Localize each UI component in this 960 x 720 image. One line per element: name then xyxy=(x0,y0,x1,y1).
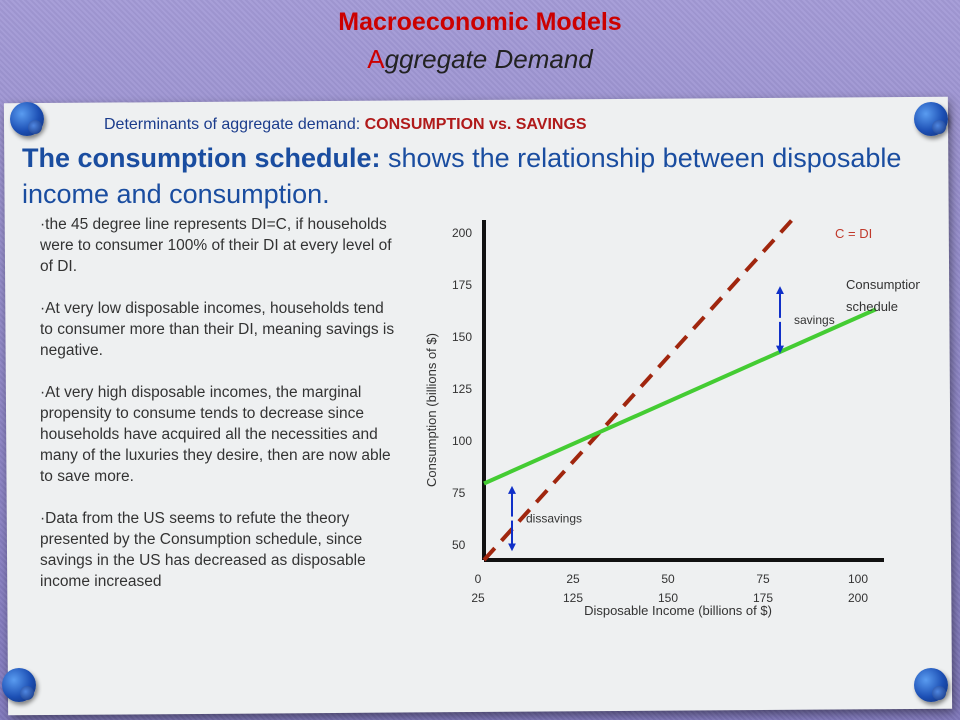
x-tick-label: 125 xyxy=(563,591,583,605)
y-tick-label: 200 xyxy=(452,226,472,240)
slide-title-area: Macroeconomic Models Aggregate Demand xyxy=(0,0,960,90)
x-tick-label: 0 xyxy=(475,572,482,586)
x-tick-label: 175 xyxy=(753,591,773,605)
headline-bold: The consumption schedule: xyxy=(22,143,381,173)
determinants-line: Determinants of aggregate demand: CONSUM… xyxy=(104,116,587,134)
annotation-label: dissavings xyxy=(526,512,582,526)
y-axis-label: Consumption (billions of $) xyxy=(424,333,439,487)
y-tick-label: 50 xyxy=(452,538,466,552)
bullet-item: ·Data from the US seems to refute the th… xyxy=(40,510,366,590)
pushpin-icon xyxy=(10,102,44,136)
line-45-degree xyxy=(482,218,794,562)
consumption-label: schedule xyxy=(846,299,898,314)
bullet-item: ·At very high disposable incomes, the ma… xyxy=(40,384,391,485)
consumption-chart: 50 75 100 125 150 175 200 0 25 50 75 100 25 125 150 175… xyxy=(424,218,920,618)
headline: The consumption schedule: shows the rela… xyxy=(22,140,922,212)
slide-subtitle: Aggregate Demand xyxy=(0,44,960,75)
x-tick-label: 25 xyxy=(566,572,580,586)
x-tick-label: 100 xyxy=(848,572,868,586)
consumption-label: Consumption xyxy=(846,277,920,292)
pushpin-icon xyxy=(914,102,948,136)
y-tick-label: 75 xyxy=(452,486,466,500)
line45-label: C = DI xyxy=(835,226,872,241)
determinants-prefix: Determinants of aggregate demand: xyxy=(104,116,365,133)
bullet-item: ·At very low disposable incomes, househo… xyxy=(40,300,395,359)
y-tick-label: 125 xyxy=(452,382,472,396)
bullet-item: ·the 45 degree line represents DI=C, if … xyxy=(40,216,392,275)
subtitle-first-letter: A xyxy=(367,44,385,74)
consumption-schedule-line xyxy=(483,307,877,486)
x-tick-label: 75 xyxy=(756,572,770,586)
x-tick-label: 25 xyxy=(471,591,485,605)
y-tick-label: 100 xyxy=(452,434,472,448)
x-tick-label: 150 xyxy=(658,591,678,605)
determinants-caps: CONSUMPTION vs. SAVINGS xyxy=(364,116,587,133)
pushpin-icon xyxy=(914,668,948,702)
y-tick-label: 150 xyxy=(452,330,472,344)
pushpin-icon xyxy=(2,668,36,702)
x-tick-label: 50 xyxy=(661,572,675,586)
bullet-list: ·the 45 degree line represents DI=C, if … xyxy=(40,214,395,613)
x-axis-label: Disposable Income (billions of $) xyxy=(584,603,772,618)
slide-title: Macroeconomic Models xyxy=(338,8,622,36)
headline-rest: shows the relationship between disposabl… xyxy=(22,143,902,209)
subtitle-rest: ggregate Demand xyxy=(384,44,593,74)
y-tick-label: 175 xyxy=(452,278,472,292)
x-tick-label: 200 xyxy=(848,591,868,605)
annotation-label: savings xyxy=(794,313,835,327)
